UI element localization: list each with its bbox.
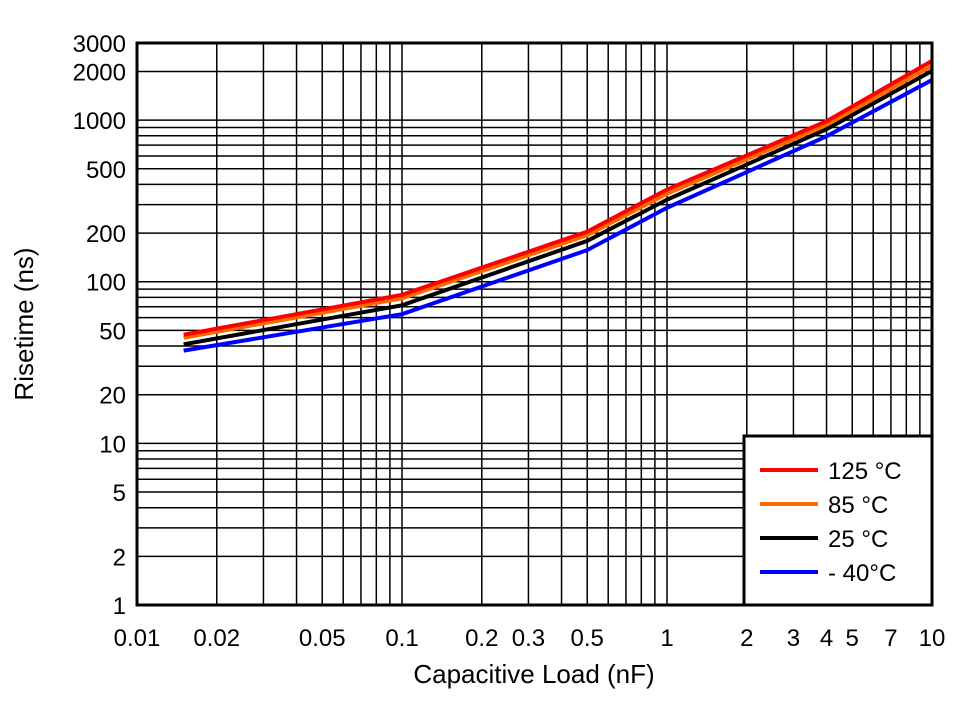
legend-label: 125 °C xyxy=(828,458,902,485)
y-tick-label: 1000 xyxy=(73,108,126,135)
x-tick-label: 0.02 xyxy=(193,625,240,652)
plot-frame xyxy=(135,41,934,607)
x-tick-label: 1 xyxy=(660,625,673,652)
series-line xyxy=(183,69,933,347)
x-tick-label: 0.1 xyxy=(385,625,418,652)
y-tick-label: 1 xyxy=(113,593,126,620)
y-tick-label: 10 xyxy=(99,431,126,458)
y-tick-label: 3000 xyxy=(73,31,126,58)
legend: 125 °C 85 °C 25 °C - 40°C xyxy=(742,434,934,607)
x-tick-label: 5 xyxy=(846,625,859,652)
x-tick-label: 0.2 xyxy=(465,625,498,652)
y-axis-label: Risetime (ns) xyxy=(9,247,39,400)
x-tick-label: 10 xyxy=(919,625,946,652)
x-tick-label: 0.05 xyxy=(299,625,346,652)
y-tick-label: 5 xyxy=(113,480,126,507)
y-tick-label: 2 xyxy=(113,544,126,571)
x-tick-label: 0.01 xyxy=(114,625,161,652)
x-tick-label: 2 xyxy=(740,625,753,652)
y-tick-label: 100 xyxy=(86,270,126,297)
legend-box xyxy=(742,434,934,607)
x-tick-labels: 0.01 0.02 0.05 0.1 0.2 0.3 0.5 1 2 3 4 5 7 10 xyxy=(114,625,946,652)
x-tick-label: 0.5 xyxy=(571,625,604,652)
x-tick-label: 3 xyxy=(787,625,800,652)
legend-label: - 40°C xyxy=(828,560,896,587)
series-line xyxy=(183,63,933,340)
y-tick-label: 50 xyxy=(99,318,126,345)
series-line xyxy=(183,59,933,337)
y-tick-label: 20 xyxy=(99,383,126,410)
x-tick-label: 4 xyxy=(820,625,833,652)
series-line xyxy=(183,78,933,353)
legend-label: 85 °C xyxy=(828,492,888,519)
x-tick-label: 0.3 xyxy=(512,625,545,652)
x-tick-label: 7 xyxy=(884,625,897,652)
y-tick-label: 2000 xyxy=(73,59,126,86)
y-tick-label: 500 xyxy=(86,157,126,184)
x-axis-label: Capacitive Load (nF) xyxy=(413,659,654,689)
legend-label: 25 °C xyxy=(828,526,888,553)
y-tick-label: 200 xyxy=(86,221,126,248)
series-lines xyxy=(183,59,933,353)
